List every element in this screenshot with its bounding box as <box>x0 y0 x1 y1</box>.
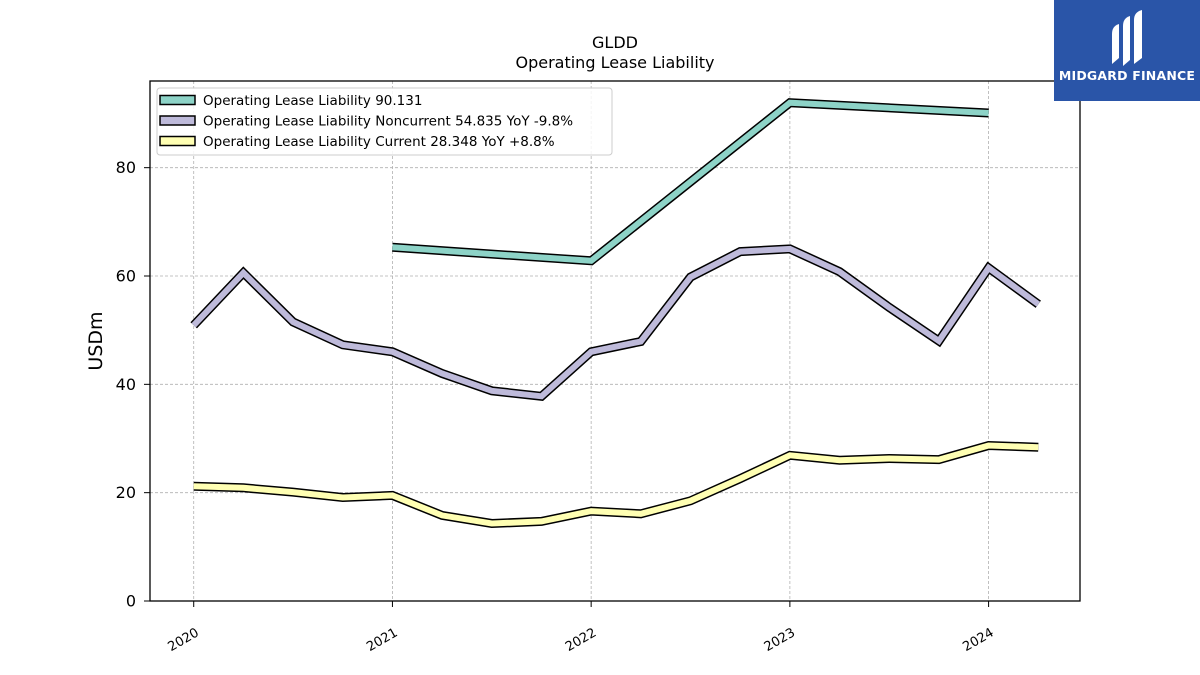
plot-frame <box>149 80 1081 602</box>
x-tick-label: 2024 <box>960 625 996 655</box>
x-tick-label: 2021 <box>364 625 400 655</box>
legend-box <box>156 87 613 156</box>
y-tick-label: 40 <box>116 375 136 394</box>
brand-name: MIDGARD FINANCE <box>1058 68 1196 83</box>
y-axis-label: USDm <box>85 311 107 370</box>
x-tick-label: 2020 <box>166 625 202 655</box>
brand-logo: MIDGARD FINANCE <box>1054 0 1200 101</box>
series-line-2 <box>191 245 1041 400</box>
legend-swatch <box>159 135 196 147</box>
series-lines <box>190 98 1041 529</box>
grid <box>150 81 1080 601</box>
legend-swatch <box>159 94 196 106</box>
legend-entry: Operating Lease Liability Current 28.348… <box>203 134 555 150</box>
midgard-logo-icon <box>1112 10 1142 66</box>
legend-swatch <box>159 115 196 126</box>
y-tick-label: 80 <box>116 158 136 177</box>
y-tick-label: 20 <box>116 483 136 502</box>
chart-title: GLDD <box>592 33 638 52</box>
x-axis: 2020 2021 2022 2023 2024 <box>166 601 997 655</box>
legend-entry: Operating Lease Liability Noncurrent 54.… <box>203 114 573 130</box>
x-tick-label: 2023 <box>762 625 798 655</box>
series-line-1 <box>392 99 989 264</box>
y-axis: 0 20 40 60 80 <box>116 158 150 611</box>
legend-entry: Operating Lease Liability 90.131 <box>203 93 422 109</box>
x-tick-label: 2022 <box>563 625 599 655</box>
series-line-3 <box>193 442 1039 527</box>
legend: Operating Lease Liability 90.131 Operatin… <box>156 87 613 156</box>
y-tick-label: 0 <box>126 592 136 611</box>
y-tick-label: 60 <box>116 267 136 286</box>
chart-subtitle: Operating Lease Liability <box>515 53 714 72</box>
